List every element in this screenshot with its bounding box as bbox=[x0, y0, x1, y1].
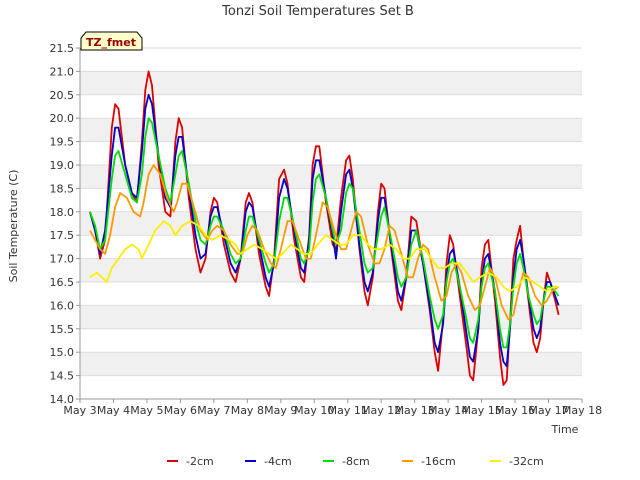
y-tick-label: 15.5 bbox=[50, 323, 75, 336]
y-tick-label: 18.0 bbox=[50, 206, 75, 219]
grid-band bbox=[80, 71, 582, 95]
x-tick-label: May 4 bbox=[97, 404, 130, 417]
series-line-minus-8cm bbox=[89, 117, 560, 349]
chart-title: Tonzi Soil Temperatures Set B bbox=[221, 4, 414, 19]
x-tick-label: May 10 bbox=[294, 404, 334, 417]
grid-band bbox=[80, 118, 582, 142]
y-tick-label: 18.5 bbox=[50, 182, 75, 195]
x-tick-label: May 15 bbox=[461, 404, 501, 417]
y-tick-label: 17.0 bbox=[50, 253, 75, 266]
tz-fmet-badge: TZ_fmet bbox=[80, 31, 143, 51]
x-tick-label: May 17 bbox=[528, 404, 568, 417]
y-tick-label: 15.0 bbox=[50, 346, 75, 359]
grid-lines bbox=[80, 47, 582, 400]
axes bbox=[76, 47, 583, 403]
y-tick-label: 20.0 bbox=[50, 112, 75, 125]
x-tick-label: May 16 bbox=[495, 404, 535, 417]
grid-band bbox=[80, 352, 582, 376]
series-line-minus-16cm bbox=[89, 164, 560, 321]
legend-label: -8cm bbox=[342, 455, 370, 468]
y-tick-label: 21.5 bbox=[50, 42, 75, 55]
series-line-minus-32cm bbox=[89, 220, 559, 293]
badge-label: TZ_fmet bbox=[86, 36, 136, 49]
x-tick-label: May 13 bbox=[395, 404, 435, 417]
legend-label: -32cm bbox=[509, 455, 544, 468]
x-tick-label: May 5 bbox=[130, 404, 163, 417]
y-tick-label: 16.5 bbox=[50, 276, 75, 289]
grid-bands bbox=[80, 71, 582, 376]
grid-band bbox=[80, 258, 582, 282]
y-tick-label: 16.0 bbox=[50, 299, 75, 312]
legend-label: -2cm bbox=[186, 455, 214, 468]
grid-band bbox=[80, 165, 582, 189]
y-tick-label: 17.5 bbox=[50, 229, 75, 242]
x-tick-label: May 7 bbox=[197, 404, 230, 417]
y-tick-labels: 14.0 14.5 15.0 15.5 16.0 16.5 17.0 17.5 18.0 18.5… bbox=[50, 42, 75, 406]
x-tick-label: May 3 bbox=[63, 404, 96, 417]
x-tick-label: May 14 bbox=[428, 404, 468, 417]
y-tick-label: 19.5 bbox=[50, 136, 75, 149]
series-lines bbox=[89, 70, 560, 386]
y-tick-label: 14.5 bbox=[50, 370, 75, 383]
y-tick-label: 20.5 bbox=[50, 89, 75, 102]
x-axis-label: Time bbox=[551, 423, 579, 436]
grid-band bbox=[80, 305, 582, 329]
y-tick-label: 19.0 bbox=[50, 159, 75, 172]
x-tick-label: May 8 bbox=[231, 404, 264, 417]
legend-label: -4cm bbox=[264, 455, 292, 468]
y-axis-label: Soil Temperature (C) bbox=[7, 170, 20, 283]
legend-label: -16cm bbox=[421, 455, 456, 468]
y-tick-label: 14.0 bbox=[50, 393, 75, 406]
legend: -2cm -4cm -8cm -16cm -32cm bbox=[167, 455, 544, 468]
x-tick-label: May 12 bbox=[361, 404, 401, 417]
x-tick-label: May 6 bbox=[164, 404, 197, 417]
x-tick-label: May 18 bbox=[562, 404, 602, 417]
x-tick-label: May 9 bbox=[264, 404, 297, 417]
series-line-minus-2cm bbox=[89, 70, 560, 386]
x-tick-label: May 11 bbox=[328, 404, 368, 417]
y-tick-label: 21.0 bbox=[50, 65, 75, 78]
